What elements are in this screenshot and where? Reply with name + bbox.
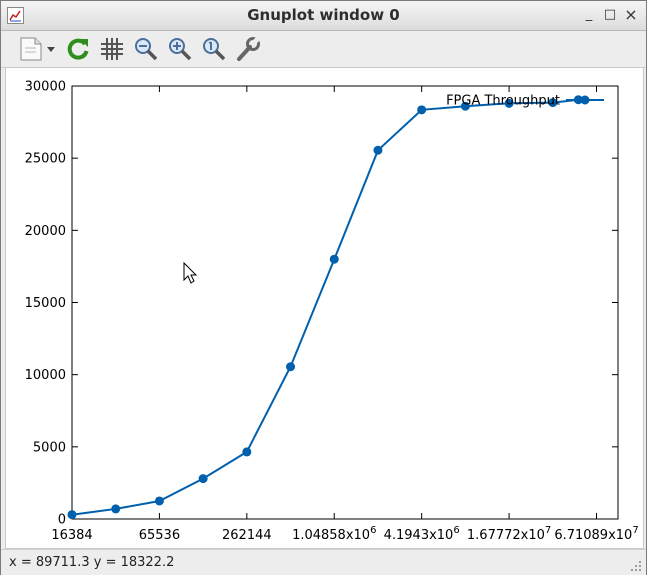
series-line bbox=[71, 98, 579, 516]
data-point bbox=[417, 105, 427, 115]
data-point bbox=[548, 98, 558, 108]
zoom-next-icon bbox=[169, 38, 192, 61]
zoom-prev-button[interactable] bbox=[131, 34, 161, 64]
data-point bbox=[286, 362, 296, 372]
throughput-chart[interactable]: 0 5000 10000 15000 20000 25000 30000 16384 65536… bbox=[6, 68, 643, 548]
data-point bbox=[460, 101, 470, 111]
mouse-cursor-icon bbox=[183, 261, 198, 284]
config-button[interactable] bbox=[233, 34, 263, 64]
y-tick-label: 20000 bbox=[25, 224, 66, 239]
x-tick-label: 1.67772x107 bbox=[467, 525, 551, 543]
data-point bbox=[329, 254, 339, 264]
y-tick-label: 0 bbox=[58, 513, 66, 528]
legend-label: FPGA Throughput bbox=[446, 94, 560, 109]
autoscale-icon bbox=[203, 38, 226, 61]
x-tick-label: 16384 bbox=[51, 528, 92, 543]
data-point bbox=[504, 98, 514, 108]
zoom-prev-icon bbox=[135, 38, 158, 61]
autoscale-button[interactable] bbox=[199, 34, 229, 64]
x-tick-label: 4.1943x106 bbox=[384, 525, 460, 543]
export-button[interactable] bbox=[15, 34, 61, 64]
data-point bbox=[67, 510, 77, 520]
minimize-button[interactable]: _ bbox=[585, 7, 593, 22]
plot-frame bbox=[71, 85, 619, 520]
y-tick-label: 30000 bbox=[25, 80, 66, 95]
data-point bbox=[373, 145, 383, 155]
data-point bbox=[242, 447, 252, 457]
resize-grip-icon[interactable] bbox=[630, 560, 642, 572]
close-button[interactable]: × bbox=[624, 5, 638, 24]
y-tick-label: 10000 bbox=[25, 368, 66, 383]
y-tick-label: 5000 bbox=[33, 440, 66, 455]
x-tick-label: 1.04858x106 bbox=[292, 525, 376, 543]
x-tick-label: 6.71089x107 bbox=[554, 525, 638, 543]
legend-marker bbox=[580, 95, 590, 105]
maximize-button[interactable]: □ bbox=[603, 7, 617, 22]
status-bar: x = 89711.3 y = 18322.2 bbox=[1, 549, 646, 575]
config-icon bbox=[237, 36, 261, 61]
grid-icon bbox=[101, 38, 123, 60]
replot-button[interactable] bbox=[63, 34, 93, 64]
mouse-coordinates: x = 89711.3 y = 18322.2 bbox=[9, 555, 175, 570]
data-point bbox=[154, 496, 164, 506]
x-tick-label: 262144 bbox=[222, 528, 272, 543]
title-bar[interactable]: Gnuplot window 0 _ □ × bbox=[1, 1, 646, 31]
x-tick-label: 65536 bbox=[139, 528, 180, 543]
y-tick-label: 25000 bbox=[25, 152, 66, 167]
replot-icon bbox=[67, 38, 89, 60]
window-title: Gnuplot window 0 bbox=[247, 6, 400, 24]
toolbar bbox=[1, 31, 646, 68]
data-point bbox=[111, 504, 121, 514]
zoom-next-button[interactable] bbox=[165, 34, 195, 64]
data-point bbox=[198, 474, 208, 484]
y-tick-label: 15000 bbox=[25, 296, 66, 311]
plot-canvas[interactable]: 0 5000 10000 15000 20000 25000 30000 16384 65536… bbox=[5, 67, 644, 549]
grid-button[interactable] bbox=[97, 34, 127, 64]
export-icon bbox=[20, 37, 55, 61]
gnuplot-app-icon[interactable] bbox=[7, 7, 24, 24]
